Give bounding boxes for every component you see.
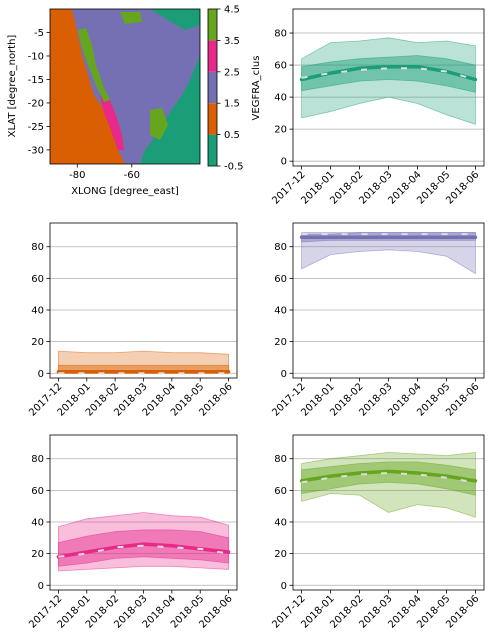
map-ytick-label: -10 (28, 51, 44, 62)
land-region-olive-2 (150, 108, 168, 140)
colorbar-tick-label: 3.5 (224, 36, 240, 47)
min-max-band (301, 37, 476, 125)
ytick-label: 40 (31, 517, 44, 528)
colorbar-tick-label: 2.5 (224, 67, 240, 78)
ytick-label: 20 (274, 549, 287, 560)
colorbar-band (208, 134, 217, 166)
colorbar-tick-label: 0.5 (224, 130, 240, 141)
interquartile-band (301, 55, 476, 93)
map-raster (50, 9, 200, 164)
land-region-olive (78, 28, 110, 102)
min-max-band (301, 451, 476, 518)
map-ytick-label: -5 (34, 28, 44, 39)
timeseries-panel-purple: 0204060802017-122018-012018-022018-03201… (270, 222, 485, 419)
ytick-label: 80 (274, 29, 287, 40)
map-ytick-label: -25 (28, 122, 44, 133)
colorbar-tick-label: 4.5 (224, 5, 240, 16)
colorbar-ticks: -0.5 0.5 1.5 2.5 3.5 4.5 (217, 5, 244, 173)
mean-line (301, 67, 476, 81)
timeseries-panel-olive: 0204060802017-122018-012018-022018-03201… (270, 434, 485, 631)
colorbar-band (208, 40, 217, 72)
map-ytick-label: -30 (28, 145, 44, 156)
map-ytick-label: -15 (28, 75, 44, 86)
colorbar: -0.5 0.5 1.5 2.5 3.5 4.5 VEGFRA_clus (207, 5, 262, 173)
timeseries-panel-orange: 0204060802017-122018-012018-022018-03201… (27, 222, 238, 419)
ytick-label: 40 (274, 305, 287, 316)
land-region-purple (72, 9, 200, 164)
ytick-label: 0 (281, 369, 287, 380)
ytick-label: 60 (274, 61, 287, 72)
ytick-label: 80 (274, 242, 287, 253)
timeseries-panel-teal: 0204060802017-122018-012018-022018-03201… (270, 8, 485, 207)
ytick-label: 80 (274, 454, 287, 465)
timeseries-panel-pink: 0204060802017-122018-012018-022018-03201… (27, 434, 238, 631)
ytick-label: 0 (281, 581, 287, 592)
colorbar-band (208, 9, 217, 41)
map-axes: -80 -60 -5 -10 -15 -20 -25 -30 (28, 28, 140, 181)
interquartile-band (58, 529, 229, 567)
colorbar-tick-label: -0.5 (224, 162, 244, 173)
land-region-teal-patch (150, 9, 200, 30)
map-xtick-label: -80 (69, 170, 85, 181)
ytick-label: 60 (31, 486, 44, 497)
colorbar-label: VEGFRA_clus (251, 56, 262, 121)
ytick-label: 20 (31, 549, 44, 560)
map-panel: -80 -60 -5 -10 -15 -20 -25 -30 XLONG [degree_ea… (7, 8, 201, 197)
ytick-label: 20 (274, 125, 287, 136)
colorbar-band (208, 71, 217, 104)
map-ylabel: XLAT [degree_north] (7, 35, 18, 138)
colorbar-frame (207, 8, 218, 167)
ytick-label: 40 (274, 93, 287, 104)
map-frame (49, 8, 201, 165)
ytick-label: 60 (274, 274, 287, 285)
min-max-band (58, 512, 229, 572)
ytick-label: 40 (274, 517, 287, 528)
ytick-label: 80 (31, 242, 44, 253)
land-region-olive-3 (120, 12, 142, 24)
ytick-label: 60 (274, 486, 287, 497)
colorbar-band (208, 103, 217, 135)
ytick-label: 20 (274, 337, 287, 348)
ytick-label: 20 (31, 337, 44, 348)
median-line (299, 469, 478, 483)
colorbar-bands (208, 9, 217, 166)
land-region-pink (100, 95, 124, 150)
map-ytick-label: -20 (28, 98, 44, 109)
ytick-label: 40 (31, 305, 44, 316)
ytick-label: 0 (281, 157, 287, 168)
ytick-label: 0 (38, 581, 44, 592)
ytick-label: 60 (31, 274, 44, 285)
map-xlabel: XLONG [degree_east] (71, 186, 179, 197)
map-xtick-label: -60 (124, 170, 140, 181)
ytick-label: 80 (31, 454, 44, 465)
mean-line (58, 544, 229, 558)
mean-line (301, 471, 476, 484)
colorbar-tick-label: 1.5 (224, 99, 240, 110)
interquartile-band (301, 461, 476, 496)
ytick-label: 0 (38, 369, 44, 380)
